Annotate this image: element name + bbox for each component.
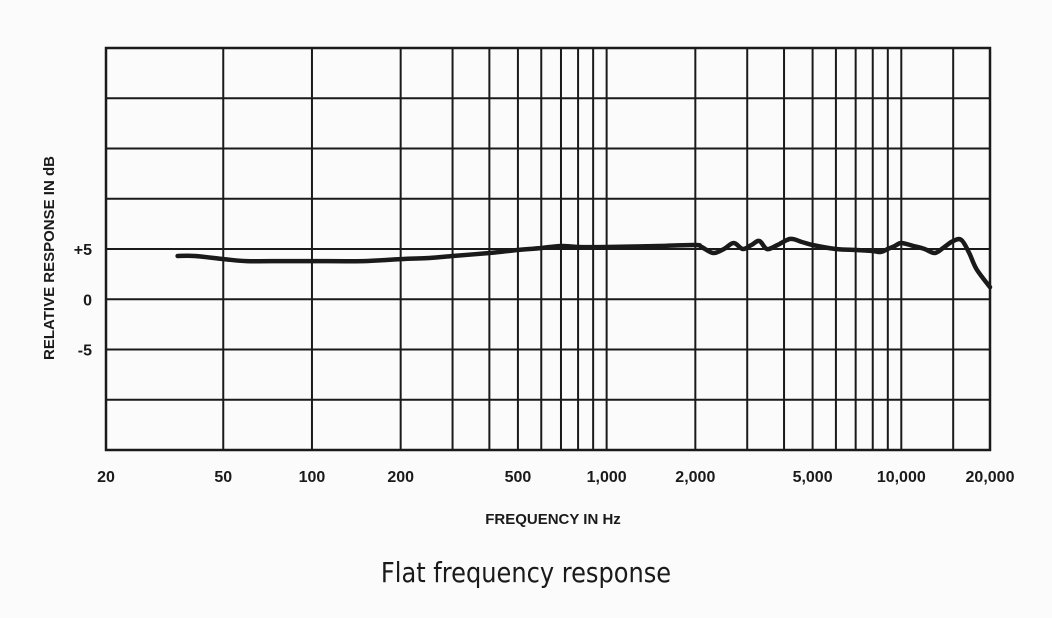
y-tick-label: +5 <box>74 242 92 259</box>
figure-caption: Flat frequency response <box>380 556 672 589</box>
plot-frame <box>104 46 992 452</box>
x-tick-label: 2,000 <box>675 469 715 486</box>
y-tick-labels: +5 0 -5 <box>74 242 92 360</box>
x-tick-label: 10,000 <box>877 469 926 486</box>
x-tick-label: 20 <box>97 469 115 486</box>
x-tick-labels: 20 50 100 200 500 1,000 2,000 5,000 10,000 20,000 <box>97 469 1014 486</box>
x-tick-label: 5,000 <box>793 469 833 486</box>
x-tick-label: 200 <box>387 469 414 486</box>
x-tick-label: 500 <box>505 469 532 486</box>
x-tick-label: 1,000 <box>587 469 627 486</box>
response-curve-group <box>175 236 993 290</box>
x-tick-label: 100 <box>299 469 326 486</box>
x-tick-label: 50 <box>214 469 232 486</box>
x-axis-title: FREQUENCY IN Hz <box>485 511 621 528</box>
x-tick-label: 20,000 <box>966 469 1015 486</box>
response-curve-line <box>175 236 993 290</box>
y-tick-label: -5 <box>78 343 92 360</box>
y-axis-title: RELATIVE RESPONSE IN dB <box>41 156 58 360</box>
y-tick-label: 0 <box>83 292 92 309</box>
